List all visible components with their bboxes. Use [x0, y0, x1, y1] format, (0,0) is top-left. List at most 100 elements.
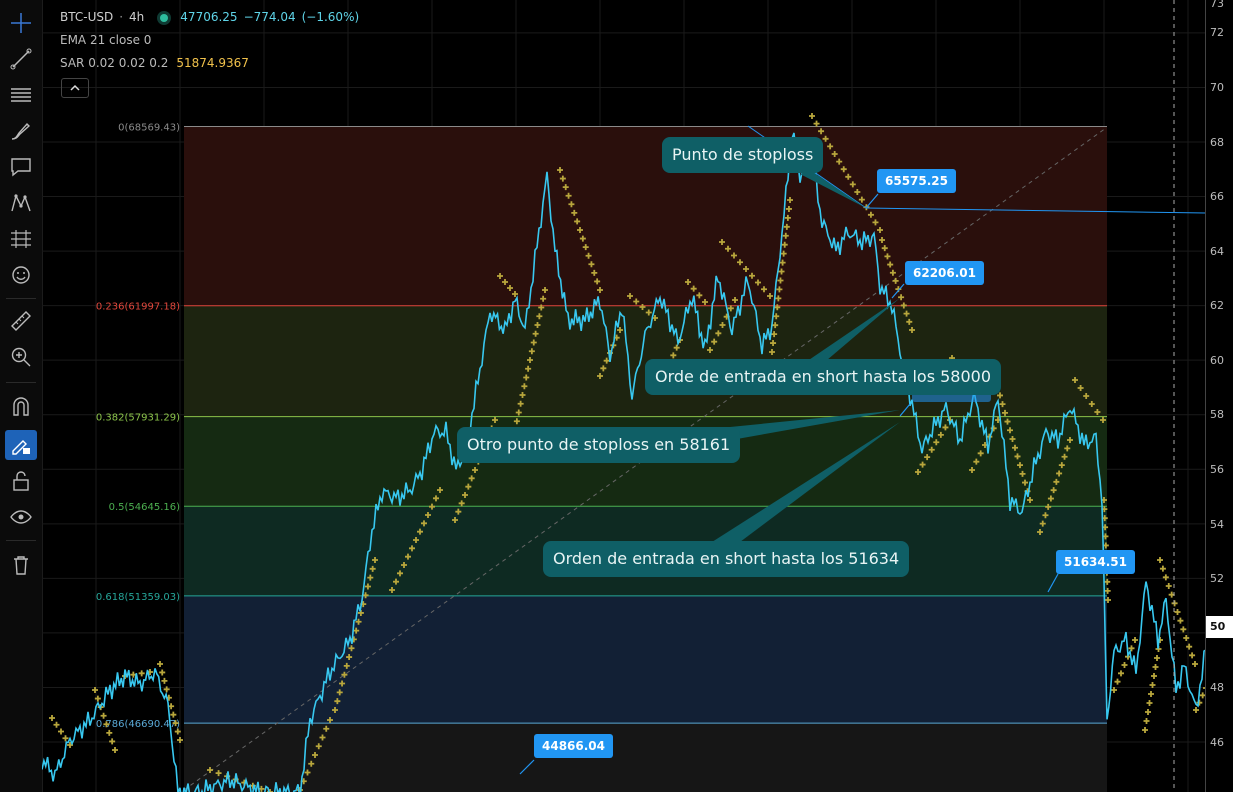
sar-dot: [772, 322, 779, 329]
axis-tick: 52: [1210, 572, 1224, 585]
price-chart[interactable]: 0(68569.43) 0.236(61997.18) 0.382(57931.29…: [42, 0, 1206, 792]
sar-dot: [775, 295, 782, 302]
sar-dot: [594, 278, 601, 285]
callout-stoploss[interactable]: Punto de stoploss: [662, 137, 824, 173]
interval-label[interactable]: 4h: [129, 10, 145, 24]
sar-dot: [562, 184, 569, 191]
sar-dot: [755, 279, 761, 286]
price-label-51634[interactable]: 51634.51: [1056, 550, 1136, 574]
sar-dot: [783, 223, 790, 230]
axis-tick: 60: [1210, 354, 1224, 367]
emoji-tool-button[interactable]: [5, 260, 37, 290]
sar-dot: [343, 662, 350, 669]
ema-indicator-label[interactable]: EMA 21 close 0: [60, 33, 152, 47]
axis-tick: 70: [1210, 81, 1224, 94]
trash-tool-button[interactable]: [5, 550, 37, 580]
symbol-name[interactable]: BTC-USD: [60, 10, 114, 24]
sar-dot: [172, 720, 179, 727]
eye-tool-button[interactable]: [5, 502, 37, 532]
sar-dot: [528, 348, 535, 355]
price-axis[interactable]: 73 72 70 68 66 64 62 60 58 56 54 52 48 4…: [1205, 0, 1233, 792]
lock-tool-button[interactable]: [5, 466, 37, 496]
axis-tick: 66: [1210, 190, 1224, 203]
sar-dot: [497, 273, 503, 279]
sar-dot: [1180, 626, 1187, 633]
sar-dot: [1004, 418, 1011, 425]
price-label-62206[interactable]: 62206.01: [905, 261, 985, 285]
ruler-tool-button[interactable]: [5, 306, 37, 336]
trash-icon: [14, 556, 28, 575]
prediction-tool-button[interactable]: [5, 224, 37, 254]
sar-indicator-label[interactable]: SAR 0.02 0.02 0.2: [60, 56, 169, 70]
sar-dot: [346, 654, 353, 661]
sar-dot: [94, 695, 101, 702]
sar-dot: [769, 349, 775, 355]
text-note-icon: [11, 158, 31, 177]
sar-dot: [502, 279, 508, 285]
sar-dot: [519, 392, 526, 398]
price-label-44866[interactable]: 44866.04: [534, 734, 614, 758]
sar-dot: [207, 767, 213, 773]
sar-dot: [1121, 662, 1128, 668]
sar-dot: [1017, 462, 1023, 469]
sar-dot: [540, 295, 547, 302]
trend-line-tool-button[interactable]: [5, 44, 37, 74]
fib-level-label: 0.236(61997.18): [96, 302, 180, 313]
horizontal-lines-tool-button[interactable]: [5, 80, 37, 110]
callout-entry-58000[interactable]: Orde de entrada en short hasta los 58000: [645, 359, 1002, 395]
callout-stoploss-58161[interactable]: Otro punto de stoploss en 58161: [457, 427, 741, 463]
sar-dot: [1193, 707, 1199, 713]
zoom-in-tool-button[interactable]: [5, 342, 37, 372]
axis-tick: 64: [1210, 245, 1224, 258]
sar-dot: [1077, 385, 1084, 391]
crosshair-icon: [11, 13, 31, 33]
pattern-icon: [11, 194, 31, 212]
eye-icon: [10, 510, 32, 524]
sar-dot: [1104, 578, 1111, 585]
label-pointer-62206: [891, 283, 905, 299]
emoji-icon: [12, 266, 30, 284]
label-pointer-51634: [1047, 573, 1059, 593]
sar-dot: [1128, 645, 1135, 652]
annotation-lines: [519, 125, 1206, 775]
sar-dot: [858, 196, 865, 203]
fib-zone: [184, 723, 1107, 792]
brush-tool-button[interactable]: [5, 116, 37, 146]
price-label-65575[interactable]: 65575.25: [877, 169, 957, 193]
magnet-tool-button[interactable]: [5, 392, 37, 422]
sar-dot: [472, 467, 478, 473]
sar-dot: [421, 520, 427, 527]
stay-in-drawing-mode-button[interactable]: [5, 430, 37, 460]
lock-icon: [13, 471, 29, 491]
sar-dot: [565, 192, 572, 199]
sar-dot: [1105, 597, 1111, 603]
sar-dot: [639, 304, 646, 310]
crosshair-tool-button[interactable]: [5, 8, 37, 38]
sar-dot: [577, 227, 583, 233]
pattern-tool-button[interactable]: [5, 188, 37, 218]
text-note-tool-button[interactable]: [5, 152, 37, 182]
sar-dot: [103, 721, 110, 728]
sar-dot: [1189, 652, 1196, 659]
sar-dot: [1007, 427, 1013, 434]
current-price-badge: 50: [1206, 616, 1233, 638]
sar-dot: [455, 508, 462, 515]
sar-dot: [892, 277, 899, 284]
sar-dot: [334, 698, 341, 705]
callout-entry-51634[interactable]: Orden de entrada en short hasta los 5163…: [543, 541, 910, 577]
sar-dot: [685, 279, 691, 285]
sar-dot: [787, 197, 793, 203]
legend-collapse-button[interactable]: [61, 78, 89, 98]
sar-dot: [732, 297, 738, 303]
sar-dot: [702, 299, 708, 305]
sar-dot: [588, 261, 595, 268]
sar-dot: [1162, 574, 1169, 581]
label-pointer-44866: [519, 759, 535, 775]
trend-line-icon: [10, 48, 32, 70]
fib-level-label: 0.618(51359.03): [96, 592, 180, 603]
sar-dot: [92, 687, 98, 693]
sar-dot: [881, 245, 888, 252]
callout-tail-entry-58000: [800, 298, 900, 366]
callout-tail-stoploss-58161: [720, 410, 900, 442]
sar-dot: [879, 237, 885, 243]
